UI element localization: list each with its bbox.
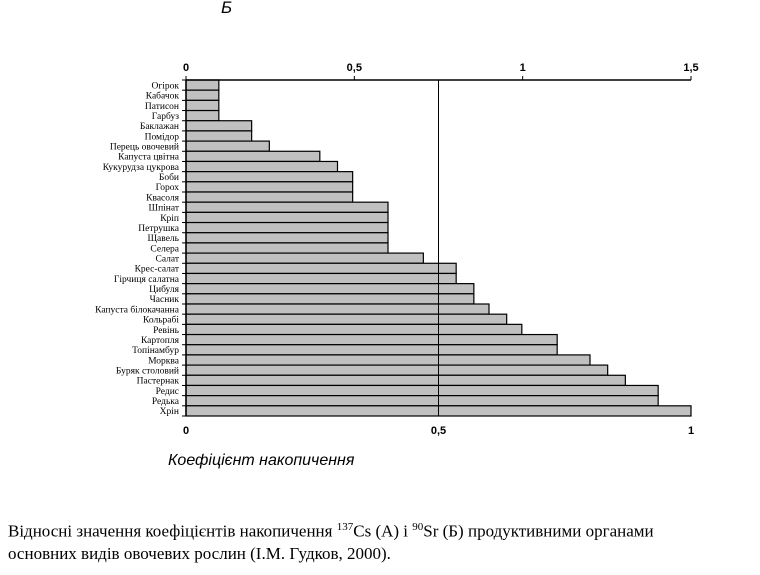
- bar: [185, 283, 475, 295]
- category-label: Огірок: [151, 81, 179, 91]
- bar: [185, 120, 253, 132]
- bar: [185, 333, 558, 346]
- category-label: Цибуля: [149, 284, 179, 295]
- bar: [185, 211, 389, 224]
- category-label: Морква: [148, 356, 180, 366]
- top-tick-label: 0: [183, 62, 189, 74]
- caption-line-1: Відносні значення коефіцієнтів накопичен…: [8, 516, 760, 543]
- bar: [185, 130, 253, 142]
- caption-sup-2: 90: [412, 521, 424, 533]
- top-tick-label: 0,5: [347, 62, 362, 74]
- category-label: Кольрабі: [143, 315, 179, 326]
- bar: [185, 160, 339, 173]
- category-label: Топінамбур: [132, 345, 179, 356]
- category-label: Редис: [156, 387, 179, 397]
- category-label: Крес-салат: [135, 265, 180, 275]
- category-label: Редька: [152, 397, 180, 407]
- caption-text-b: Cs (А) і: [353, 521, 413, 541]
- category-label: Капуста цвітна: [118, 153, 180, 163]
- category-label: Кукурудза цукрова: [103, 163, 180, 173]
- bar: [185, 221, 389, 234]
- bar: [185, 242, 389, 254]
- panel-label: Б: [221, 0, 233, 17]
- top-tick-label: 1: [520, 62, 526, 74]
- bottom-tick-label: 1: [688, 425, 694, 437]
- bar-chart: ОгірокКабачокПатисонГарбузБаклажанПомідо…: [95, 62, 699, 437]
- category-label: Капуста білокачанна: [95, 304, 180, 315]
- bar: [185, 99, 220, 112]
- category-label: Пастернак: [137, 377, 180, 387]
- bar: [185, 109, 220, 122]
- bar: [185, 323, 523, 336]
- category-label: Квасоля: [146, 193, 179, 203]
- bar: [185, 232, 389, 244]
- axes-group: [182, 76, 692, 417]
- bar: [185, 384, 659, 397]
- category-label: Горох: [156, 183, 180, 193]
- bar: [185, 395, 659, 407]
- bar: [185, 201, 389, 213]
- category-label: Петрушка: [138, 224, 180, 234]
- bar: [185, 374, 626, 387]
- category-label: Картопля: [141, 336, 180, 346]
- category-label: Боби: [159, 172, 179, 183]
- category-label: Гірчиця салатна: [114, 275, 180, 285]
- x-axis-label: Коефіцієнт накопичення: [168, 452, 355, 469]
- bar: [185, 303, 490, 315]
- category-label: Патисон: [145, 102, 179, 112]
- category-label: Гарбуз: [152, 111, 179, 122]
- category-label: Шпінат: [148, 204, 179, 214]
- category-label: Кріп: [160, 214, 179, 224]
- bar: [185, 89, 220, 101]
- category-label: Буряк столовий: [116, 365, 179, 376]
- category-label: Щавель: [147, 234, 179, 244]
- category-label: Баклажан: [140, 122, 179, 132]
- bar: [185, 293, 475, 305]
- bar: [185, 191, 354, 203]
- bar: [185, 181, 354, 193]
- bar: [185, 252, 424, 264]
- bar: [185, 272, 457, 285]
- bar: [185, 140, 270, 152]
- caption-sup-1: 137: [336, 521, 354, 533]
- bar: [185, 313, 508, 325]
- bottom-tick-label: 0: [183, 425, 189, 437]
- caption-text-c: Sr (Б) продуктивними органами: [423, 521, 654, 541]
- category-label: Ревінь: [153, 326, 180, 336]
- labels-group: ОгірокКабачокПатисонГарбузБаклажанПомідо…: [95, 62, 699, 437]
- bar: [185, 364, 609, 376]
- bar: [185, 171, 354, 183]
- caption-line-2: основних видів овочевих рослин (І.М. Гуд…: [8, 543, 391, 563]
- bar: [185, 150, 321, 163]
- bar: [185, 354, 591, 366]
- bar: [185, 344, 558, 356]
- category-label: Хрін: [160, 407, 179, 417]
- category-label: Перець овочевий: [110, 141, 179, 152]
- category-label: Часник: [150, 295, 180, 305]
- top-tick-label: 1,5: [683, 62, 698, 74]
- category-label: Помідор: [145, 132, 180, 142]
- category-label: Селера: [150, 244, 179, 254]
- bottom-tick-label: 0,5: [431, 425, 446, 437]
- caption-text-a: Відносні значення коефіцієнтів накопичен…: [8, 521, 337, 541]
- bar: [185, 262, 457, 275]
- category-label: Кабачок: [146, 91, 180, 102]
- category-label: Салат: [156, 254, 180, 264]
- bar: [185, 79, 220, 91]
- figure-caption: Відносні значення коефіцієнтів накопичен…: [8, 516, 760, 565]
